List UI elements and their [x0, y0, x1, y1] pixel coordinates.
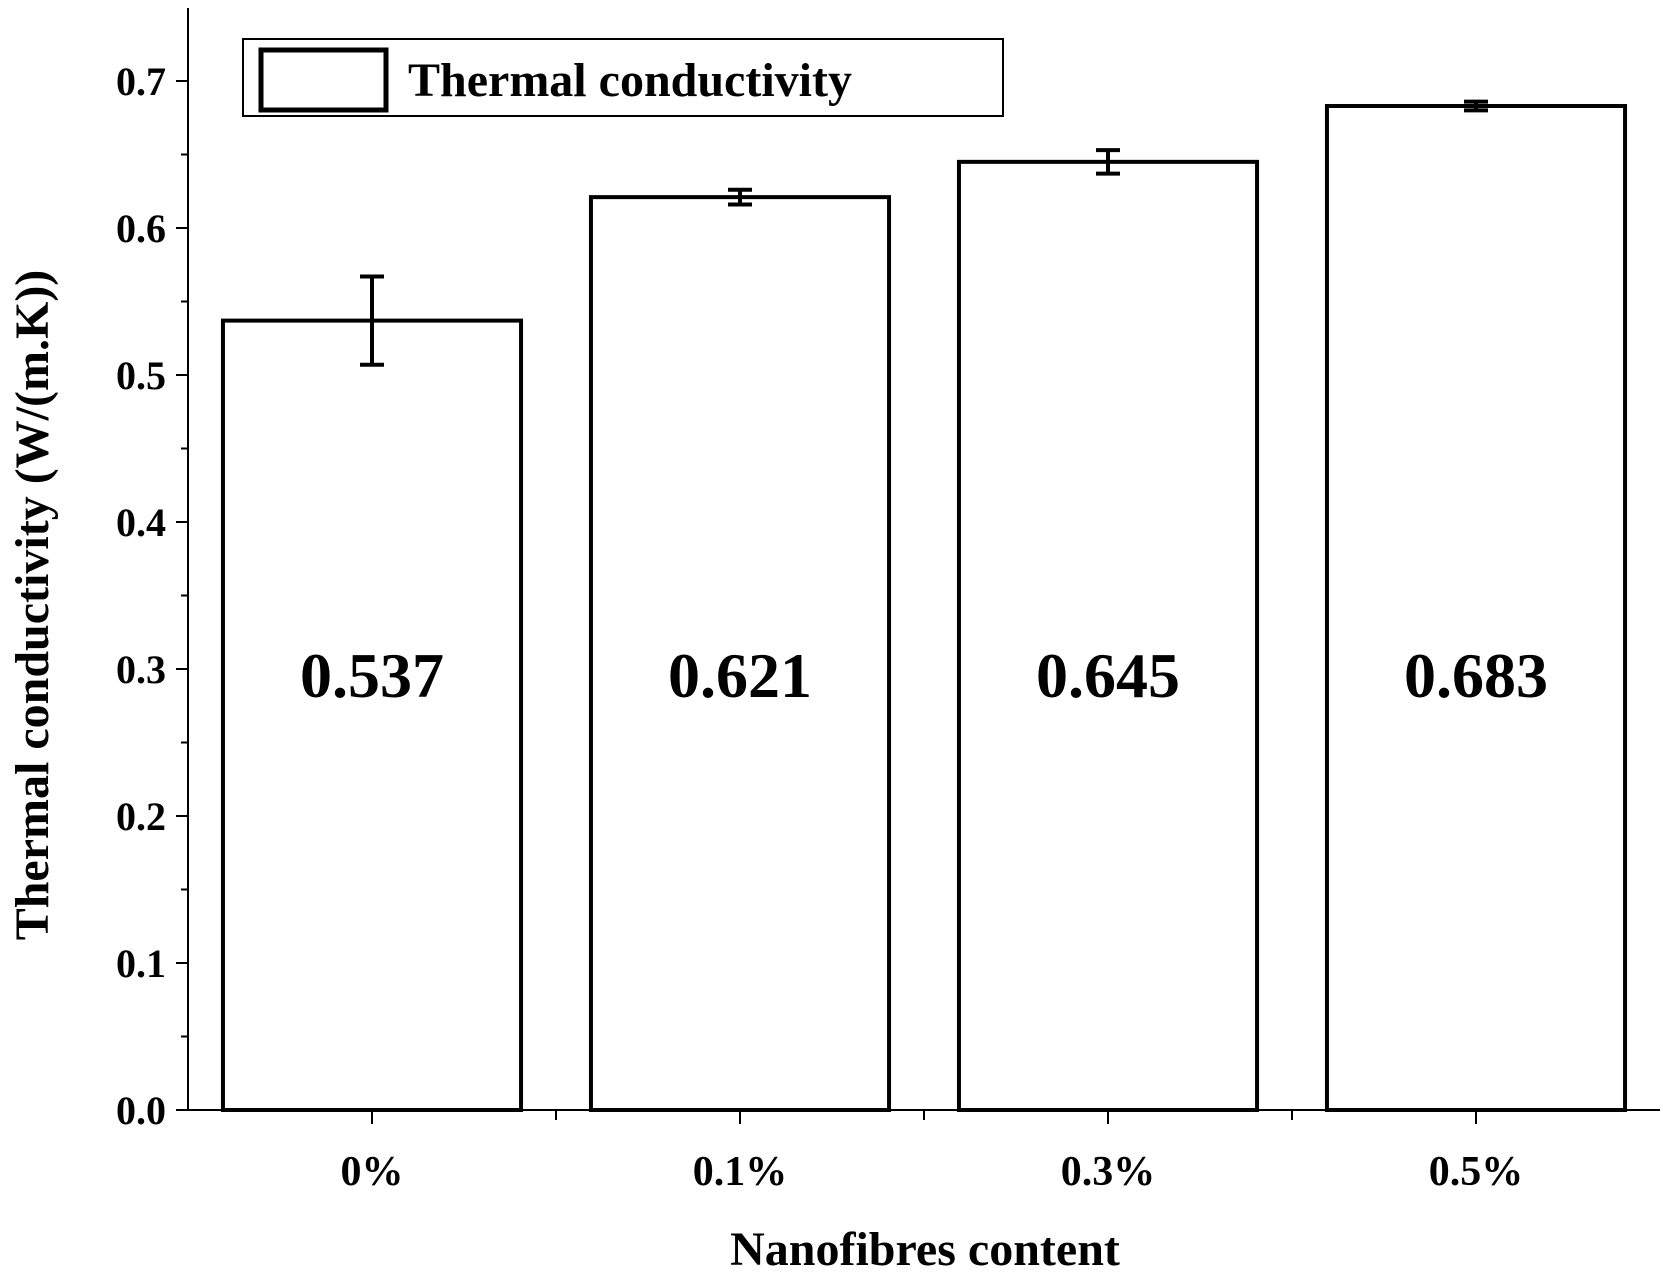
bar — [220, 318, 524, 1112]
y-tick-label: 0.2 — [116, 794, 166, 839]
y-axis-title: Thermal conductivity (W/(m.K)) — [6, 270, 59, 941]
y-tick-label: 0.7 — [116, 59, 166, 104]
legend-swatch — [258, 47, 389, 113]
y-tick-label: 0.5 — [116, 353, 166, 398]
labels-layer: 0.537 0% 0.621 0.1% 0.645 0.3% 0.683 0.5% 0.0 0.1… — [116, 59, 1548, 1195]
bar — [1324, 103, 1628, 1113]
x-tick-label: 0% — [341, 1149, 404, 1195]
data-label: 0.683 — [1404, 640, 1548, 711]
legend: Thermal conductivity — [242, 38, 1004, 117]
data-label: 0.621 — [668, 640, 812, 711]
bar — [956, 159, 1260, 1113]
bar — [588, 195, 892, 1112]
y-tick-label: 0.4 — [116, 500, 166, 545]
data-label: 0.537 — [300, 640, 444, 711]
bars-layer — [220, 99, 1628, 1113]
x-tick-label: 0.3% — [1061, 1149, 1156, 1195]
y-tick-label: 0.0 — [116, 1088, 166, 1133]
y-tick-label: 0.3 — [116, 647, 166, 692]
x-tick-label: 0.1% — [693, 1149, 788, 1195]
y-tick-label: 0.1 — [116, 941, 166, 986]
x-tick-label: 0.5% — [1429, 1149, 1524, 1195]
legend-label: Thermal conductivity — [408, 54, 852, 107]
x-axis-title: Nanofibres content — [730, 1223, 1120, 1272]
axes-layer — [176, 8, 1660, 1124]
y-tick-label: 0.6 — [116, 206, 166, 251]
data-label: 0.645 — [1036, 640, 1180, 711]
